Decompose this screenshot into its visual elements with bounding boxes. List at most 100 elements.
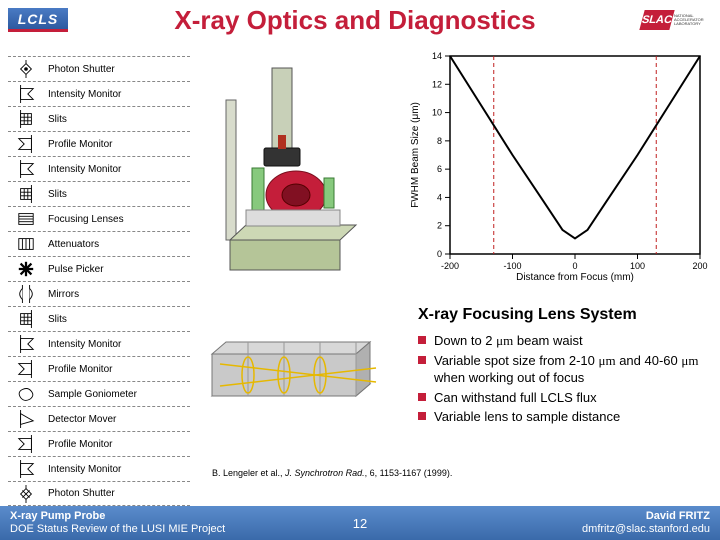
svg-text:6: 6 [437,164,442,174]
footer-right-1: David FRITZ [380,510,710,523]
svg-text:100: 100 [630,261,645,271]
component-label: Photon Shutter [44,64,190,75]
component-label: Focusing Lenses [44,214,190,225]
component-row: Sample Goniometer [8,381,190,406]
slac-logo-text: SLAC [639,10,674,30]
component-row: Slits [8,106,190,131]
hatch-horiz-icon [8,210,44,228]
footer-left: X-ray Pump Probe DOE Status Review of th… [10,510,340,536]
slac-logo-sub: NATIONAL ACCELERATOR LABORATORY [674,14,712,26]
lens-array-figure [200,324,390,424]
footer-left-2: DOE Status Review of the LUSI MIE Projec… [10,523,340,536]
component-row: Photon Shutter [8,481,190,506]
bullet-list: Down to 2 μm beam waist Variable spot siz… [418,332,720,426]
svg-text:2: 2 [437,221,442,231]
apparatus-svg [206,60,376,290]
hatch-vert-icon [8,235,44,253]
component-label: Intensity Monitor [44,89,190,100]
flag-right-icon [8,85,44,103]
svg-text:-100: -100 [503,261,521,271]
flag-left-icon [8,360,44,378]
footer-right: David FRITZ dmfritz@slac.stanford.edu [380,510,710,536]
bullet-item: Variable spot size from 2-10 μm and 40-6… [418,352,720,387]
component-label: Sample Goniometer [44,389,190,400]
component-row: Slits [8,306,190,331]
component-label: Slits [44,114,190,125]
component-row: Attenuators [8,231,190,256]
component-label: Detector Mover [44,414,190,425]
bullet-item: Can withstand full LCLS flux [418,389,720,407]
header: LCLS X-ray Optics and Diagnostics SLAC N… [0,0,720,40]
svg-text:0: 0 [437,249,442,259]
lcls-logo: LCLS [8,8,68,32]
component-label: Intensity Monitor [44,464,190,475]
slac-logo: SLAC NATIONAL ACCELERATOR LABORATORY [642,7,712,33]
component-row: Focusing Lenses [8,206,190,231]
component-list: Photon Shutter Intensity Monitor Slits Prof… [8,56,190,506]
footer-left-1: X-ray Pump Probe [10,510,340,523]
component-label: Attenuators [44,239,190,250]
chart-svg: -200-100010020002468101214Distance from … [406,48,710,284]
svg-text:Distance from Focus (mm): Distance from Focus (mm) [516,272,634,283]
footer-right-2: dmfritz@slac.stanford.edu [380,523,710,536]
svg-text:4: 4 [437,192,442,202]
component-row: Photon Shutter [8,56,190,81]
diamond-cross-icon [8,485,44,503]
component-row: Profile Monitor [8,431,190,456]
component-label: Slits [44,189,190,200]
svg-text:-200: -200 [441,261,459,271]
component-row: Intensity Monitor [8,456,190,481]
component-row: Detector Mover [8,406,190,431]
citation-journal: J. Synchrotron Rad. [285,468,365,478]
grid-left-icon [8,110,44,128]
diamond-dot-icon [8,60,44,78]
info-title: X-ray Focusing Lens System [418,306,720,324]
flag-right-icon [8,460,44,478]
beam-size-chart: -200-100010020002468101214Distance from … [406,48,710,284]
component-label: Pulse Picker [44,264,190,275]
footer: X-ray Pump Probe DOE Status Review of th… [0,506,720,540]
citation: B. Lengeler et al., J. Synchrotron Rad.,… [212,468,452,478]
component-label: Mirrors [44,289,190,300]
component-row: Profile Monitor [8,356,190,381]
bullet-item: Variable lens to sample distance [418,408,720,426]
lens-array-svg [200,324,390,424]
component-label: Photon Shutter [44,488,190,499]
component-label: Intensity Monitor [44,164,190,175]
svg-text:10: 10 [432,108,442,118]
component-label: Intensity Monitor [44,339,190,350]
component-row: Intensity Monitor [8,331,190,356]
component-label: Slits [44,314,190,325]
citation-author: B. Lengeler et al., [212,468,285,478]
flag-right-icon [8,160,44,178]
svg-text:12: 12 [432,79,442,89]
component-row: Slits [8,181,190,206]
flag-left-icon [8,435,44,453]
svg-text:0: 0 [572,261,577,271]
citation-rest: , 6, 1153-1167 (1999). [365,468,453,478]
svg-text:FWHM Beam Size (μm): FWHM Beam Size (μm) [410,102,421,208]
component-row: Intensity Monitor [8,81,190,106]
flag-left-icon [8,135,44,153]
component-label: Profile Monitor [44,439,190,450]
wedge-icon [8,410,44,428]
svg-text:200: 200 [692,261,707,271]
component-row: Mirrors [8,281,190,306]
component-label: Profile Monitor [44,364,190,375]
svg-text:8: 8 [437,136,442,146]
component-row: Profile Monitor [8,131,190,156]
component-label: Profile Monitor [44,139,190,150]
bullet-item: Down to 2 μm beam waist [418,332,720,350]
page-number: 12 [340,516,380,531]
grid-right-icon [8,185,44,203]
component-row: Pulse Picker [8,256,190,281]
apparatus-figure [206,60,376,290]
asterisk-icon [8,260,44,278]
info-block: X-ray Focusing Lens System Down to 2 μm … [418,306,720,428]
flag-right-icon [8,335,44,353]
blob-icon [8,385,44,403]
mirror-icon [8,285,44,303]
component-row: Intensity Monitor [8,156,190,181]
content-area: Photon Shutter Intensity Monitor Slits Prof… [0,40,720,506]
slide-title: X-ray Optics and Diagnostics [68,5,642,36]
